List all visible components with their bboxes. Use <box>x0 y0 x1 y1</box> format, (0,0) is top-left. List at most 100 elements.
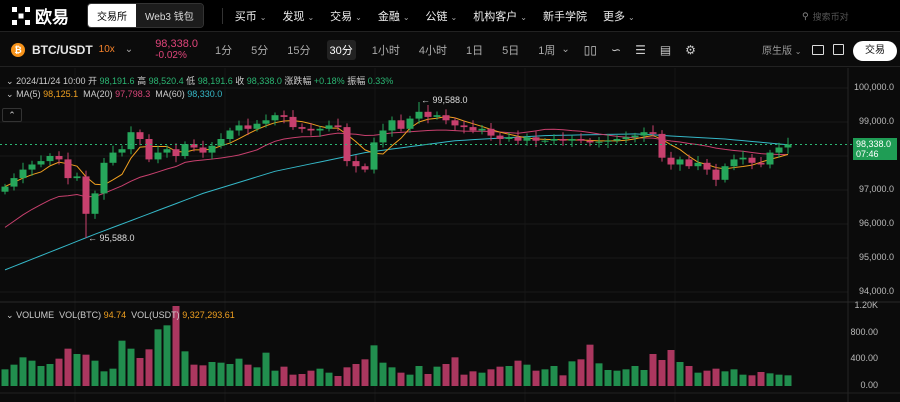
candle <box>775 147 783 153</box>
nav-item[interactable]: 发现 ⌄ <box>282 8 314 24</box>
high-label: 高 <box>137 76 147 86</box>
low-value: 98,191.6 <box>197 76 233 86</box>
candle <box>226 130 234 139</box>
candle <box>514 137 522 141</box>
volume-bar <box>478 372 486 386</box>
price-tick-label: 99,000.0 <box>858 116 894 126</box>
candle <box>316 128 324 131</box>
volume-bar <box>289 374 297 386</box>
candle <box>208 145 216 153</box>
timeframe-tab[interactable]: 5分 <box>251 44 269 57</box>
timeframe-tab[interactable]: 5日 <box>502 44 520 57</box>
volume-bar <box>433 366 441 386</box>
volume-label: VOLUME <box>16 310 55 320</box>
timeframe-tab[interactable]: 4小时 <box>418 44 448 57</box>
ma60-value: 98,330.0 <box>187 89 223 99</box>
candle <box>784 144 792 148</box>
volume-bar <box>370 345 378 386</box>
max-price-annotation: ← 99,588.0 <box>421 95 468 105</box>
search-input[interactable]: ⚲ 搜索币对 <box>802 7 888 25</box>
candle <box>559 139 567 141</box>
volume-bar <box>100 371 108 386</box>
candle <box>568 139 576 141</box>
volume-bar <box>397 372 405 386</box>
tab-exchange[interactable]: 交易所 <box>88 4 136 27</box>
nav-item[interactable]: 机构客户 ⌄ <box>473 8 527 24</box>
volume-bar <box>631 366 639 386</box>
nav-item[interactable]: 公链 ⌄ <box>426 8 458 24</box>
settings-gear-icon[interactable]: ⚙ <box>685 42 696 57</box>
ma20-line <box>4 128 789 228</box>
candle <box>640 132 648 136</box>
volume-bar <box>298 374 306 386</box>
min-price-annotation: ← 95,588.0 <box>88 233 135 243</box>
volume-bar <box>487 369 495 386</box>
candle <box>217 139 225 146</box>
candle <box>181 144 189 156</box>
candle <box>469 127 477 131</box>
candle <box>379 130 387 143</box>
close-value: 98,338.0 <box>246 76 282 86</box>
volume-bar <box>388 367 396 386</box>
candle <box>658 133 666 158</box>
price-change: -0.02% <box>155 49 187 61</box>
chevron-down-icon[interactable]: ⌄ <box>6 310 14 320</box>
window-icon[interactable] <box>812 44 824 55</box>
volume-bar <box>55 358 63 386</box>
volume-bar <box>235 358 243 386</box>
timeframe-tab[interactable]: 30分 <box>326 39 356 60</box>
nav-item[interactable]: 交易 ⌄ <box>330 8 362 24</box>
volume-bar <box>82 354 90 386</box>
template-icon[interactable]: ▤ <box>659 42 672 57</box>
volume-bar <box>766 373 774 386</box>
timeframe-tab[interactable]: 15分 <box>287 44 311 57</box>
candle <box>298 127 306 129</box>
timeframe-tab[interactable]: 1日 <box>466 44 484 57</box>
volume-info: ⌄ VOLUME VOL(BTC) 94.74 VOL(USDT) 9,327,… <box>6 310 235 321</box>
volume-tick-label: 1.20K <box>854 300 878 310</box>
nav-item[interactable]: 金融 ⌄ <box>378 8 410 24</box>
chevron-down-icon[interactable]: ⌄ <box>6 76 14 86</box>
pair-name[interactable]: BTC/USDT <box>32 42 93 57</box>
volume-bar <box>658 360 666 386</box>
candle <box>478 128 486 131</box>
ma60-line <box>4 133 789 271</box>
timeframe-tab[interactable]: 1周 <box>538 44 556 57</box>
nav-item[interactable]: 更多 ⌄ <box>603 8 635 24</box>
nav-item[interactable]: 买币 ⌄ <box>235 8 267 24</box>
chevron-down-icon[interactable]: ⌄ <box>124 44 134 55</box>
candle <box>28 164 36 170</box>
candle <box>46 156 54 162</box>
current-price: 98,338.0 <box>856 139 892 149</box>
fullscreen-icon[interactable] <box>833 44 844 55</box>
volume-tick-label: 800.00 <box>850 326 878 337</box>
view-mode-select[interactable]: 原生版 ⌄ <box>762 46 802 57</box>
nav-item[interactable]: 新手学院 <box>543 8 587 24</box>
collapse-button[interactable]: ⌃ <box>2 108 22 122</box>
timeframe-tab[interactable]: 1小时 <box>371 44 400 57</box>
trade-button[interactable]: 交易 <box>853 41 897 61</box>
volume-bar <box>10 364 18 386</box>
tab-web3-wallet[interactable]: Web3 钱包 <box>136 4 203 27</box>
volume-bar <box>145 349 153 386</box>
vol-btc-label: VOL(BTC) <box>59 310 102 320</box>
volume-bar <box>622 369 630 386</box>
logo[interactable]: 欧易 <box>12 3 69 28</box>
logo-text: 欧易 <box>35 8 69 27</box>
candle <box>289 116 297 128</box>
candle <box>730 159 738 167</box>
volume-bar <box>496 366 504 386</box>
timeframe-tab[interactable]: 1分 <box>215 44 233 57</box>
candle-type-icon[interactable]: ▯▯ <box>583 42 597 57</box>
timeframe-chevron-icon[interactable]: ⌄ <box>561 44 570 55</box>
chevron-down-icon[interactable]: ⌄ <box>6 89 14 99</box>
product-switch: 交易所 Web3 钱包 <box>87 3 204 28</box>
candle <box>100 162 108 194</box>
current-price-tag: 98,338.0 07:46 <box>853 138 897 160</box>
high-value: 98,520.4 <box>148 76 184 86</box>
indicator-icon[interactable]: ∽ <box>611 42 622 57</box>
volume-bar <box>676 362 684 386</box>
volume-bar <box>307 370 315 386</box>
list-icon[interactable]: ☰ <box>635 42 646 57</box>
